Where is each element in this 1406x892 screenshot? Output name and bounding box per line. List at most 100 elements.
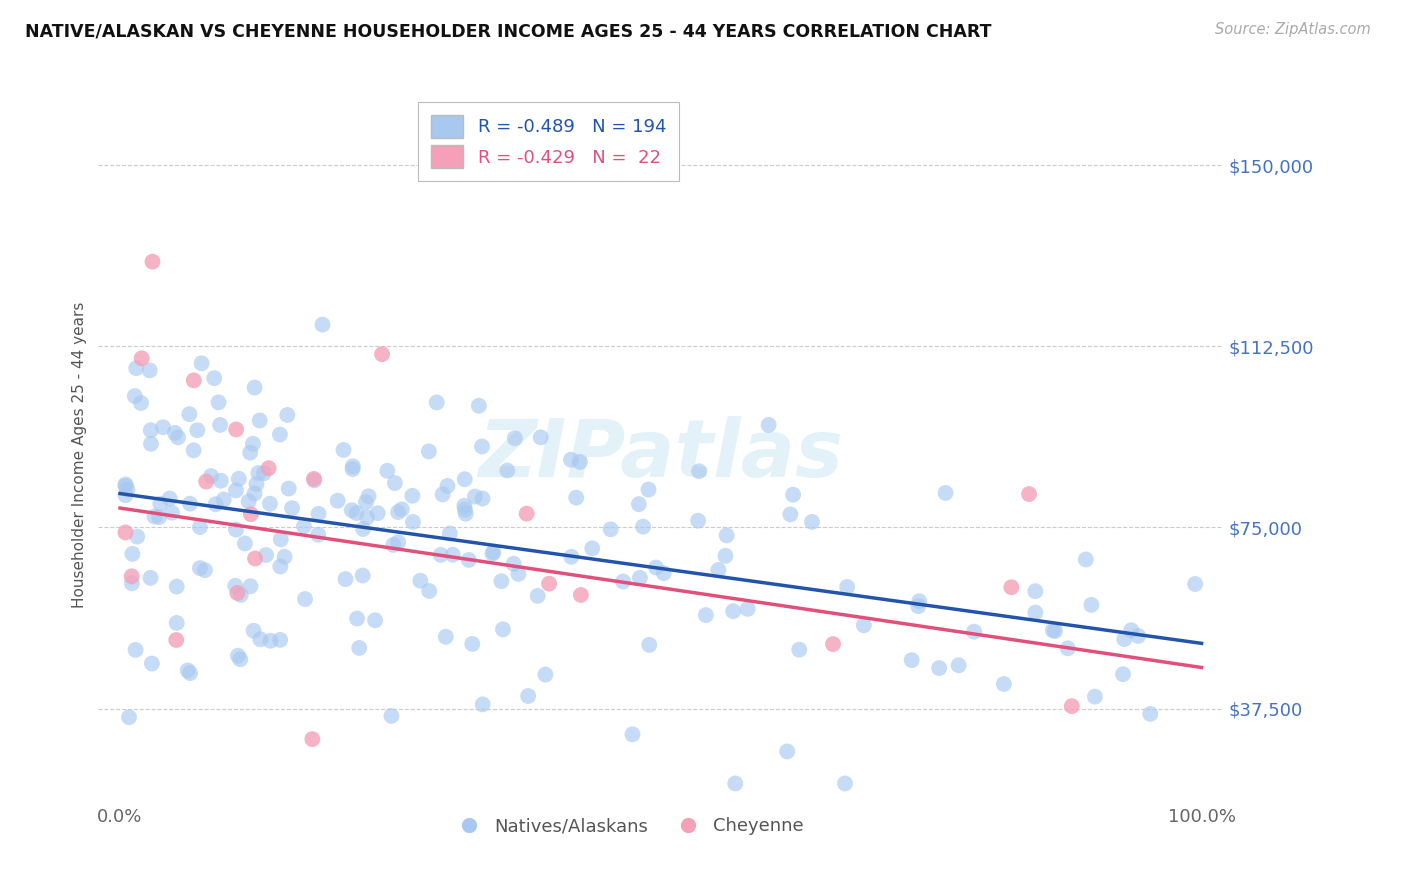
Point (233, 536, 256, 550)
Point (229, 652, 252, 666)
Point (141, 254, 163, 268)
Point (183, 443, 205, 458)
Point (166, 580, 188, 594)
Point (409, 574, 432, 588)
Point (429, 548, 451, 562)
Point (149, 497, 172, 511)
Point (565, 491, 588, 505)
Point (125, 361, 148, 376)
Point (1114, 632, 1136, 646)
Point (243, 380, 266, 394)
Point (1024, 606, 1046, 620)
Point (139, 571, 162, 585)
Point (928, 661, 950, 675)
Point (468, 399, 491, 413)
Point (367, 506, 389, 520)
Point (581, 541, 603, 556)
Point (276, 408, 298, 422)
Point (342, 462, 364, 476)
Point (243, 551, 266, 566)
Point (737, 602, 759, 616)
Point (342, 459, 364, 474)
Point (1056, 641, 1078, 656)
Point (247, 466, 270, 480)
Point (560, 549, 582, 564)
Point (195, 475, 218, 489)
Point (426, 395, 449, 409)
Point (758, 417, 780, 432)
Point (127, 530, 149, 544)
Point (224, 579, 246, 593)
Point (179, 407, 201, 421)
Point (124, 643, 146, 657)
Point (1139, 706, 1161, 721)
Point (212, 492, 235, 507)
Point (517, 689, 540, 703)
Point (159, 491, 181, 506)
Text: NATIVE/ALASKAN VS CHEYENNE HOUSEHOLDER INCOME AGES 25 - 44 YEARS CORRELATION CHA: NATIVE/ALASKAN VS CHEYENNE HOUSEHOLDER I… (25, 22, 991, 40)
Point (1080, 598, 1102, 612)
Point (209, 474, 232, 488)
Point (1000, 580, 1022, 594)
Point (183, 373, 205, 387)
Point (194, 563, 217, 577)
Point (457, 553, 479, 567)
Point (1074, 552, 1097, 566)
Point (837, 580, 859, 594)
Point (530, 430, 553, 444)
Point (139, 437, 162, 451)
Point (228, 472, 250, 486)
Point (259, 633, 281, 648)
Point (143, 509, 166, 524)
Point (346, 506, 368, 520)
Point (254, 548, 277, 562)
Point (1126, 629, 1149, 643)
Point (148, 510, 170, 524)
Point (503, 431, 526, 445)
Point (568, 455, 591, 469)
Point (188, 520, 211, 534)
Point (387, 505, 409, 519)
Point (471, 698, 494, 712)
Point (454, 502, 477, 516)
Point (782, 488, 804, 502)
Point (436, 479, 458, 493)
Point (269, 427, 291, 442)
Point (377, 464, 399, 478)
Point (121, 547, 143, 561)
Point (439, 526, 461, 541)
Point (560, 452, 582, 467)
Point (418, 444, 440, 458)
Point (776, 744, 799, 758)
Point (186, 423, 208, 437)
Point (121, 569, 143, 583)
Point (138, 363, 160, 377)
Point (402, 515, 425, 529)
Point (238, 494, 260, 508)
Point (141, 657, 163, 671)
Point (637, 483, 659, 497)
Point (307, 527, 329, 541)
Point (454, 507, 477, 521)
Point (225, 483, 247, 498)
Text: Source: ZipAtlas.com: Source: ZipAtlas.com (1215, 22, 1371, 37)
Point (121, 576, 143, 591)
Point (907, 599, 929, 614)
Point (129, 396, 152, 410)
Point (304, 474, 326, 488)
Point (152, 420, 174, 434)
Point (387, 535, 409, 549)
Point (204, 497, 226, 511)
Point (1043, 624, 1066, 638)
Point (249, 632, 271, 647)
Point (165, 632, 187, 647)
Point (707, 563, 730, 577)
Point (242, 624, 264, 638)
Point (934, 486, 956, 500)
Point (259, 497, 281, 511)
Point (160, 506, 183, 520)
Point (432, 487, 454, 501)
Point (239, 579, 262, 593)
Point (179, 497, 201, 511)
Point (852, 618, 875, 632)
